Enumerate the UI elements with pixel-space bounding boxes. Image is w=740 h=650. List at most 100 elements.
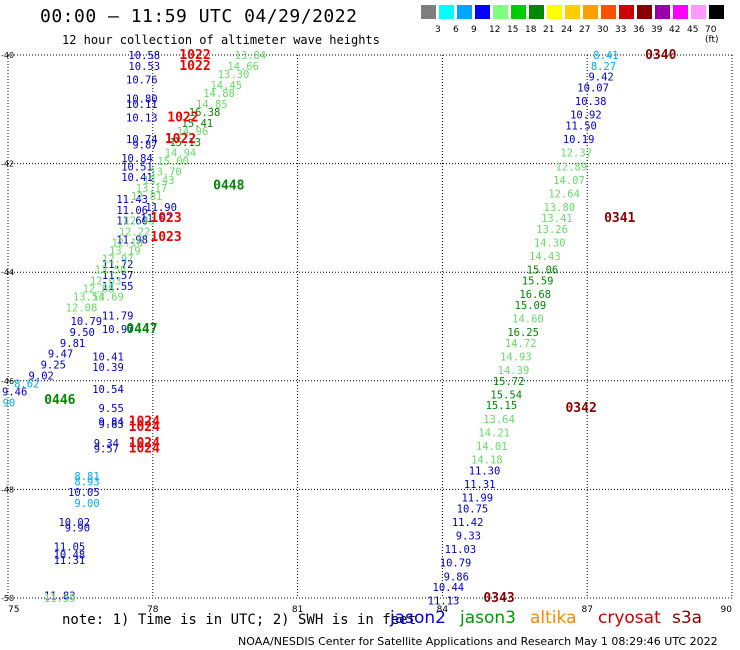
wave-height-label: 12.22 [119, 226, 151, 238]
wave-height-label: 10.74 [126, 134, 158, 146]
wave-height-label: 14.72 [505, 338, 537, 350]
svg-text:11.57: 11.57 [102, 270, 134, 282]
wave-height-label: 12.89 [556, 161, 588, 173]
svg-text:10.39: 10.39 [92, 362, 124, 374]
wave-height-label: 11.99 [461, 493, 493, 505]
wave-height-label: 9.33 [456, 531, 481, 543]
svg-text:12.43: 12.43 [124, 216, 156, 228]
svg-text:10.44: 10.44 [433, 582, 465, 594]
svg-text:14.93: 14.93 [500, 351, 532, 363]
wave-height-label: 9.02 [29, 370, 54, 382]
wave-height-label: 14.85 [196, 99, 228, 111]
svg-text:14.72: 14.72 [505, 338, 537, 350]
svg-text:14.94: 14.94 [165, 148, 197, 160]
svg-text:12.18: 12.18 [112, 237, 144, 249]
svg-text:10.05: 10.05 [68, 487, 100, 499]
svg-text:10.79: 10.79 [440, 558, 472, 570]
wave-height-label: 12.18 [112, 237, 144, 249]
svg-text:12.97: 12.97 [102, 254, 134, 266]
wave-height-label: 14.88 [203, 88, 235, 100]
wave-height-label: 10.07 [577, 83, 609, 95]
wave-height-label: 10.97 [102, 324, 134, 336]
wave-height-label: 10.51 [121, 161, 153, 173]
svg-text:13.58: 13.58 [95, 264, 127, 276]
wave-height-label: 13.19 [109, 245, 141, 257]
legend-cryosat: cryosat [598, 608, 661, 628]
wave-height-label: 9.83 [99, 419, 124, 431]
wave-height-label: 12.81 [131, 191, 163, 203]
wave-height-label: 12.64 [548, 188, 580, 200]
svg-text:14.07: 14.07 [553, 175, 585, 187]
wave-height-label: 14.21 [478, 427, 510, 439]
x-tick-label: 81 [292, 605, 303, 615]
svg-text:15.72: 15.72 [493, 376, 525, 388]
svg-text:9.87: 9.87 [132, 140, 157, 152]
svg-text:10.76: 10.76 [126, 74, 158, 86]
svg-text:0343: 0343 [483, 591, 514, 606]
colorbar-label: 12 [489, 25, 501, 35]
wave-height-label: 11.31 [54, 555, 86, 567]
svg-text:10.53: 10.53 [128, 61, 160, 73]
svg-text:8.93: 8.93 [74, 476, 99, 488]
wave-height-label: 13.54 [73, 292, 105, 304]
colorbar-swatch [439, 5, 454, 19]
svg-text:11.98: 11.98 [116, 235, 148, 247]
colorbar-label: 9 [471, 25, 477, 35]
wave-height-label: 13.58 [95, 264, 127, 276]
svg-text:8.27: 8.27 [591, 61, 616, 73]
y-tick-label: -40 [1, 51, 14, 60]
wave-height-label: 11.43 [116, 194, 148, 206]
pass-time-label: 1024 [129, 420, 160, 435]
legend-jason2: jason2 [390, 608, 446, 628]
svg-text:1023: 1023 [150, 211, 181, 226]
wave-height-label: 11.83 [44, 590, 76, 602]
svg-text:8.90: 8.90 [0, 398, 15, 410]
grid-layer [7, 54, 733, 599]
svg-text:15.13: 15.13 [169, 137, 201, 149]
svg-text:13.64: 13.64 [483, 414, 515, 426]
colorbar-swatch [655, 5, 670, 19]
pass-time-label: 1024 [129, 436, 160, 451]
svg-text:11.42: 11.42 [452, 517, 484, 529]
svg-text:12.22: 12.22 [119, 226, 151, 238]
legend-jason3: jason3 [460, 608, 516, 628]
svg-text:11.55: 11.55 [102, 281, 134, 293]
svg-text:16.38: 16.38 [189, 107, 221, 119]
wave-height-label: 9.46 [2, 387, 27, 399]
wave-height-label: 10.58 [128, 50, 160, 62]
svg-text:10.80: 10.80 [126, 93, 158, 105]
wave-height-label: 9.55 [99, 403, 124, 415]
wave-height-label: 10.13 [126, 112, 158, 124]
wave-height-label: 10.41 [121, 172, 153, 184]
pass-time-label: 0341 [604, 211, 635, 226]
svg-text:13.54: 13.54 [73, 292, 105, 304]
wave-height-label: 8.41 [593, 50, 618, 62]
svg-text:0342: 0342 [565, 401, 596, 416]
wave-height-label: 10.48 [54, 550, 86, 562]
wave-height-label: 11.30 [469, 465, 501, 477]
wave-height-label: 12.43 [124, 216, 156, 228]
svg-text:14.88: 14.88 [203, 88, 235, 100]
wave-height-label: 14.93 [500, 351, 532, 363]
wave-height-label: 11.39 [44, 593, 76, 605]
wave-height-label: 10.84 [121, 153, 153, 165]
credit-line: NOAA/NESDIS Center for Satellite Applica… [238, 635, 718, 648]
colorbar-swatch [511, 5, 526, 19]
legend-altika: altika [530, 608, 577, 628]
wave-height-label: 14.39 [498, 365, 530, 377]
svg-text:9.50: 9.50 [70, 327, 95, 339]
wave-height-label: 11.31 [464, 479, 496, 491]
wave-height-label: 9.84 [99, 417, 124, 429]
svg-text:11.31: 11.31 [54, 555, 86, 567]
svg-text:9.42: 9.42 [588, 72, 613, 84]
svg-text:9.81: 9.81 [60, 338, 85, 350]
wave-height-label: 15.72 [493, 376, 525, 388]
y-tick-label: -50 [1, 594, 14, 603]
colorbar-swatch [583, 5, 598, 19]
y-tick-label: -46 [1, 377, 14, 386]
wave-height-label: 10.76 [126, 74, 158, 86]
svg-text:13.19: 13.19 [109, 245, 141, 257]
colorbar-swatch [673, 5, 688, 19]
wave-height-label: 15.59 [522, 275, 554, 287]
wave-height-label: 16.38 [189, 107, 221, 119]
